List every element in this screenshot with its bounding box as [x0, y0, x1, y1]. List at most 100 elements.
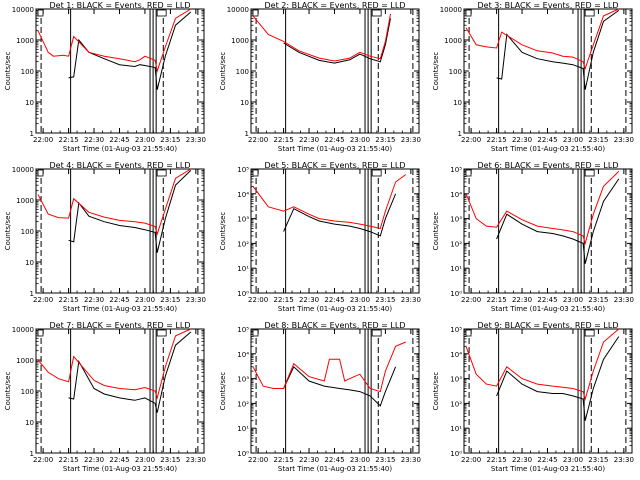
- marker-box: [156, 329, 167, 337]
- x-tick-label: 22:30: [299, 136, 319, 144]
- y-tick-label: 1000: [444, 37, 462, 45]
- x-tick-label: 23:30: [401, 456, 421, 464]
- series-events-line: [68, 11, 192, 90]
- panel-title: Det 1: BLACK = Events, RED = LLD: [50, 1, 191, 10]
- x-tick-label: 23:00: [135, 296, 155, 304]
- plot-frame: [250, 8, 420, 134]
- panel-det-7: Det 7: BLACK = Events, RED = LLD 1 10 100 10…: [4, 321, 206, 473]
- x-axis-label: Start Time (01-Aug-03 21:55:40): [63, 465, 177, 473]
- x-tick-label: 22:45: [324, 456, 344, 464]
- series-events-line: [496, 178, 620, 264]
- panel-title: Det 7: BLACK = Events, RED = LLD: [50, 321, 191, 330]
- y-tick-label: 10³: [450, 216, 462, 224]
- marker-box: [584, 329, 595, 337]
- y-axis-label: Counts/sec: [432, 372, 440, 411]
- x-axis-label: Start Time (01-Aug-03 21:55:40): [278, 465, 392, 473]
- marker-box-left: [37, 169, 44, 177]
- marker-box: [371, 169, 382, 177]
- x-tick-label: 22:15: [273, 456, 293, 464]
- y-tick-label: 100: [21, 388, 34, 396]
- x-tick-label: 22:00: [248, 456, 268, 464]
- plot-frame: [250, 168, 420, 294]
- marker-box-left: [465, 329, 472, 337]
- series-lld-line: [252, 174, 407, 230]
- x-axis-label: Start Time (01-Aug-03 21:55:40): [491, 465, 605, 473]
- y-tick-label: 10: [25, 259, 34, 267]
- x-tick-label: 22:45: [324, 296, 344, 304]
- x-tick-label: 22:00: [33, 296, 53, 304]
- x-tick-label: 23:30: [186, 456, 206, 464]
- y-tick-label: 10³: [450, 376, 462, 384]
- x-tick-label: 22:30: [84, 296, 104, 304]
- y-tick-label: 10000: [12, 166, 34, 174]
- y-axis-label: Counts/sec: [219, 52, 227, 91]
- x-tick-label: 22:45: [109, 456, 129, 464]
- x-tick-label: 23:30: [186, 136, 206, 144]
- x-tick-label: 23:00: [135, 136, 155, 144]
- y-tick-label: 10: [25, 99, 34, 107]
- y-tick-label: 10⁵: [237, 326, 249, 334]
- x-tick-label: 22:30: [84, 136, 104, 144]
- y-tick-label: 10⁰: [450, 450, 462, 458]
- x-tick-label: 22:45: [537, 136, 557, 144]
- series-events-line: [68, 170, 192, 253]
- y-tick-label: 1: [458, 130, 462, 138]
- x-tick-label: 22:45: [109, 296, 129, 304]
- marker-box: [371, 9, 382, 17]
- y-axis-label: Counts/sec: [4, 212, 12, 251]
- y-tick-label: 1000: [231, 37, 249, 45]
- panel-det-6: Det 6: BLACK = Events, RED = LLD 10⁰ 10¹ 10…: [432, 161, 634, 313]
- y-axis-label: Counts/sec: [432, 212, 440, 251]
- y-tick-label: 1: [30, 450, 34, 458]
- marker-box-left: [252, 329, 259, 337]
- panel-title: Det 2: BLACK = Events, RED = LLD: [265, 1, 406, 10]
- y-tick-label: 10⁰: [237, 450, 249, 458]
- y-tick-label: 10³: [237, 376, 249, 384]
- y-tick-label: 10¹: [450, 425, 462, 433]
- x-tick-label: 23:00: [350, 136, 370, 144]
- x-tick-label: 22:00: [248, 136, 268, 144]
- series-lld-line: [37, 328, 192, 400]
- y-tick-label: 10⁵: [450, 326, 462, 334]
- x-tick-label: 23:00: [350, 456, 370, 464]
- x-tick-label: 22:30: [84, 456, 104, 464]
- panel-title: Det 3: BLACK = Events, RED = LLD: [478, 1, 619, 10]
- series-lld-line: [465, 171, 620, 246]
- x-tick-label: 23:15: [160, 296, 180, 304]
- y-tick-label: 10²: [450, 400, 462, 408]
- marker-box: [584, 169, 595, 177]
- y-tick-label: 100: [449, 68, 462, 76]
- x-tick-label: 23:30: [614, 456, 634, 464]
- x-tick-label: 23:30: [401, 296, 421, 304]
- y-tick-label: 10³: [237, 216, 249, 224]
- marker-box-left: [252, 9, 259, 17]
- panel-det-5: Det 5: BLACK = Events, RED = LLD 10⁰ 10¹ 10…: [219, 161, 421, 313]
- x-tick-label: 23:15: [375, 136, 395, 144]
- marker-box-left: [465, 169, 472, 177]
- marker-box-left: [37, 9, 44, 17]
- x-tick-label: 22:15: [58, 456, 78, 464]
- x-tick-label: 23:15: [375, 296, 395, 304]
- x-tick-label: 22:15: [486, 456, 506, 464]
- y-tick-label: 1000: [16, 357, 34, 365]
- y-tick-label: 100: [236, 68, 249, 76]
- x-axis-label: Start Time (01-Aug-03 21:55:40): [63, 305, 177, 313]
- y-tick-label: 10: [453, 99, 462, 107]
- panel-det-1: Det 1: BLACK = Events, RED = LLD 1 10 100 10…: [4, 1, 206, 153]
- y-tick-label: 100: [21, 68, 34, 76]
- x-tick-label: 22:00: [33, 136, 53, 144]
- x-axis-label: Start Time (01-Aug-03 21:55:40): [278, 145, 392, 153]
- panel-det-8: Det 8: BLACK = Events, RED = LLD 10⁰ 10¹ 10…: [219, 321, 421, 473]
- y-tick-label: 10⁰: [237, 290, 249, 298]
- y-tick-label: 10000: [12, 326, 34, 334]
- x-tick-label: 22:15: [273, 296, 293, 304]
- x-tick-label: 22:00: [461, 136, 481, 144]
- x-tick-label: 23:30: [186, 296, 206, 304]
- marker-box: [156, 169, 167, 177]
- x-tick-label: 22:00: [461, 296, 481, 304]
- x-tick-label: 22:30: [512, 296, 532, 304]
- plot-frame: [463, 168, 633, 294]
- x-tick-label: 22:30: [299, 296, 319, 304]
- plot-frame: [35, 168, 205, 294]
